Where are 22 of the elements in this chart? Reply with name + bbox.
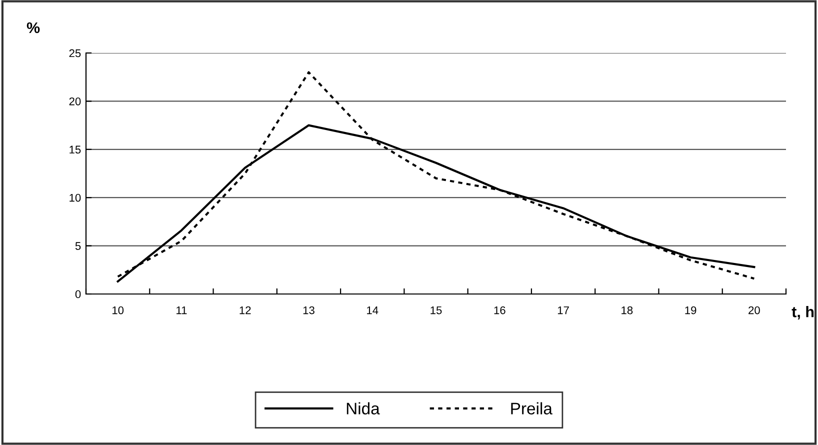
x-tick-label: 18 (622, 306, 633, 314)
legend-label: Preila (511, 402, 552, 414)
line-series (116, 71, 756, 280)
x-tick-label: 15 (430, 306, 442, 314)
x-tick-label: 10 (112, 306, 124, 314)
y-tick-label: 15 (70, 146, 81, 154)
y-axis-title: % (26, 22, 40, 34)
y-tick-label: 20 (69, 97, 81, 106)
x-tick-label: 17 (558, 306, 569, 314)
x-tick-label: 14 (367, 306, 378, 314)
x-tick-label: 20 (748, 306, 760, 314)
x-axis-title: t, h (792, 306, 814, 320)
x-tick-label: 12 (240, 306, 251, 314)
x-tick-label: 16 (494, 306, 506, 314)
x-tick-label: 13 (303, 306, 314, 314)
x-tick-label: 19 (685, 306, 696, 314)
y-tick-label: 0 (75, 290, 81, 298)
y-tick-label: 10 (70, 194, 81, 202)
y-tick-label: 5 (75, 242, 81, 250)
x-tick-label: 11 (176, 306, 187, 314)
y-tick-label: 25 (69, 49, 81, 58)
legend-label: Nida (346, 402, 380, 414)
